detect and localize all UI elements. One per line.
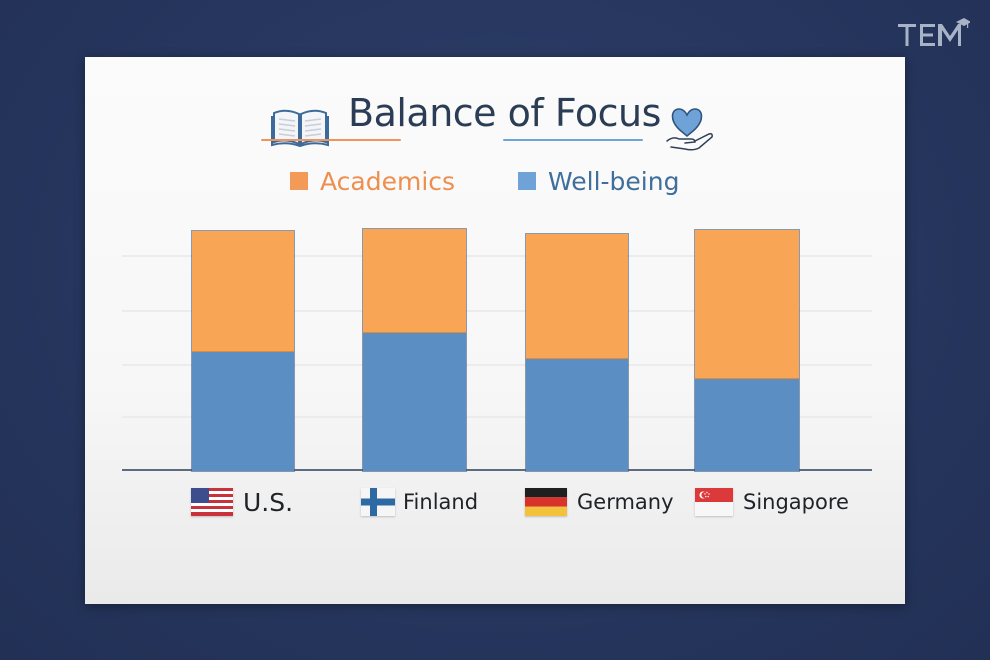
title-underline-blue	[503, 139, 643, 141]
x-label-text: Singapore	[743, 490, 849, 514]
bar-segment-academics	[695, 230, 799, 379]
x-label-text: U.S.	[243, 487, 294, 517]
us-flag-icon	[191, 488, 233, 516]
bar-segment-well-being	[526, 359, 628, 471]
x-label-text: Finland	[403, 490, 479, 514]
legend-label-well-being: Well-being	[548, 166, 680, 196]
open-book-icon	[271, 109, 329, 147]
finland-flag-icon	[361, 488, 395, 516]
legend-item-academics: Academics	[290, 166, 455, 196]
x-axis-line	[122, 469, 872, 471]
bar-singapore	[694, 229, 800, 472]
gridline	[122, 310, 872, 312]
gridline	[122, 416, 872, 418]
chart-card: Balance of Focus Academics Well-being	[85, 57, 905, 604]
gridline	[122, 364, 872, 366]
bar-germany	[525, 233, 629, 472]
singapore-flag-icon	[695, 488, 733, 516]
x-label-finland: Finland	[361, 485, 478, 519]
x-label-us: U.S.	[191, 485, 293, 519]
chart-title: Balance of Focus	[348, 91, 661, 135]
bar-segment-academics	[363, 229, 466, 333]
bar-segment-well-being	[695, 379, 799, 471]
legend-item-well-being: Well-being	[518, 166, 679, 196]
germany-flag-icon	[525, 488, 567, 516]
x-label-text: Germany	[577, 490, 674, 514]
plot-area	[122, 207, 872, 472]
heart-in-hand-icon	[666, 108, 713, 151]
legend-swatch-well-being	[518, 172, 536, 190]
bar-us	[191, 230, 295, 472]
bar-segment-well-being	[363, 333, 466, 471]
bar-finland	[362, 228, 467, 472]
legend-label-academics: Academics	[320, 166, 456, 196]
legend-swatch-academics	[290, 172, 308, 190]
title-underline-orange	[261, 139, 401, 141]
bar-segment-academics	[526, 234, 628, 359]
x-label-germany: Germany	[525, 485, 674, 519]
bar-segment-well-being	[192, 352, 294, 471]
gridline	[122, 255, 872, 257]
bar-segment-academics	[192, 231, 294, 352]
tem-logo	[898, 18, 970, 46]
x-label-singapore: Singapore	[695, 485, 849, 519]
